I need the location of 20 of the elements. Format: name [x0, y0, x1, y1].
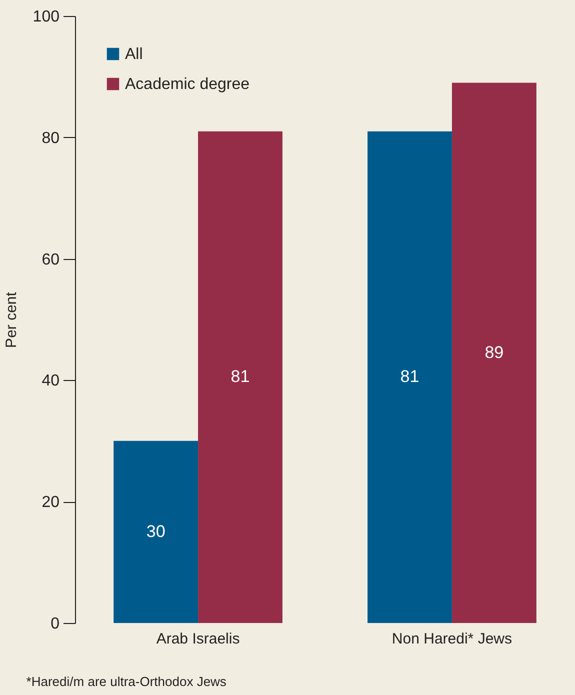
y-tick-label: 60	[42, 251, 60, 268]
y-axis-title: Per cent	[2, 291, 20, 348]
data-label: 81	[400, 367, 420, 386]
bar	[452, 82, 536, 623]
bar	[198, 131, 282, 623]
x-tick-label: Non Haredi* Jews	[392, 630, 512, 648]
data-label: 89	[484, 342, 504, 362]
y-tick-label: 0	[50, 616, 60, 632]
x-tick-label: Arab Israelis	[156, 630, 240, 648]
text: *Haredi/m are ultra-Orthodox Jews	[26, 674, 227, 689]
y-tick-label: 80	[42, 130, 60, 147]
legend-label: All	[125, 46, 143, 63]
data-label: 81	[230, 367, 250, 386]
y-tick-label: 20	[42, 494, 60, 512]
y-tick-label: 100	[32, 8, 60, 26]
bar	[114, 440, 198, 623]
data-label: 30	[146, 522, 166, 541]
bar	[368, 131, 452, 623]
legend-label: Academic degree	[125, 76, 250, 93]
y-tick-label: 40	[42, 372, 60, 390]
